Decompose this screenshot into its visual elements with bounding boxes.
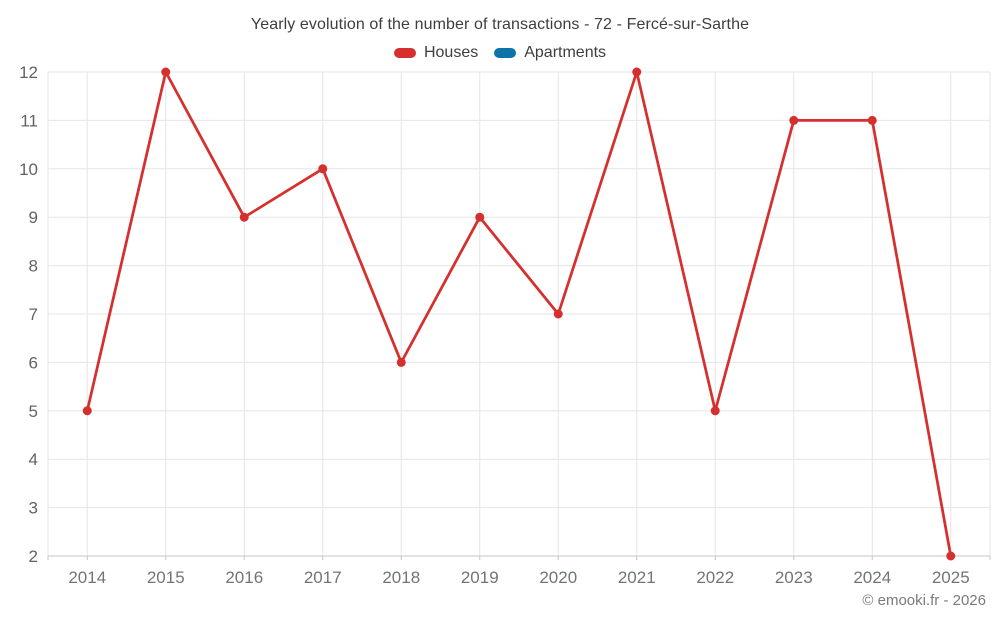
- x-axis-label: 2018: [382, 568, 420, 587]
- houses-point-2022[interactable]: [710, 406, 720, 416]
- houses-point-2021[interactable]: [632, 67, 642, 77]
- houses-legend-swatch-icon: [393, 48, 416, 58]
- x-axis-label: 2022: [696, 568, 734, 587]
- x-axis-label: 2017: [304, 568, 342, 587]
- houses-point-2018[interactable]: [396, 357, 406, 367]
- houses-point-2019[interactable]: [475, 212, 485, 222]
- x-axis-label: 2023: [775, 568, 813, 587]
- x-axis-label: 2025: [932, 568, 970, 587]
- y-axis-label: 12: [19, 63, 38, 82]
- houses-point-2017[interactable]: [318, 164, 328, 174]
- y-axis-label: 6: [29, 353, 38, 372]
- houses-point-2016[interactable]: [239, 212, 249, 222]
- legend-label-apartments: Apartments: [524, 44, 607, 61]
- houses-line: [85, 70, 953, 558]
- y-axis-label: 7: [29, 305, 38, 324]
- houses-point-2023[interactable]: [789, 115, 799, 125]
- apartments-legend-swatch-icon: [494, 48, 517, 58]
- copyright-text: © emooki.fr - 2026: [862, 592, 986, 609]
- y-axis-label: 10: [19, 160, 38, 179]
- x-axis-label: 2024: [853, 568, 891, 587]
- legend: Houses Apartments: [0, 44, 1000, 62]
- y-axis-label: 4: [29, 450, 38, 469]
- y-axis-label: 8: [29, 257, 38, 276]
- houses-point-2014[interactable]: [82, 406, 92, 416]
- legend-item-apartments[interactable]: Apartments: [494, 44, 606, 62]
- x-axis-label: 2016: [225, 568, 263, 587]
- y-axis-label: 2: [29, 547, 38, 566]
- y-axis-label: 3: [29, 499, 38, 518]
- x-axis-label: 2019: [461, 568, 499, 587]
- y-axis-label: 5: [29, 402, 38, 421]
- houses-point-2025[interactable]: [946, 551, 956, 561]
- houses-point-2020[interactable]: [553, 309, 563, 319]
- x-axis-label: 2015: [147, 568, 185, 587]
- y-axis-labels: 2 3 4 5 6 7 8 9 10 11 12: [19, 63, 38, 566]
- y-axis-label: 11: [20, 111, 38, 130]
- x-axis-label: 2021: [618, 568, 656, 587]
- legend-item-houses[interactable]: Houses: [393, 44, 479, 62]
- gridlines: [47, 71, 991, 557]
- x-axis-label: 2014: [68, 568, 106, 587]
- legend-label-houses: Houses: [423, 44, 479, 61]
- x-axis-labels: 2014 2015 2016 2017 2018 2019 2020 2021 2022 2023…: [68, 568, 969, 587]
- houses-point-2024[interactable]: [867, 115, 877, 125]
- houses-point-2015[interactable]: [161, 67, 171, 77]
- y-axis-label: 9: [29, 208, 38, 227]
- chart-title: Yearly evolution of the number of transa…: [250, 16, 750, 33]
- x-axis-label: 2020: [539, 568, 577, 587]
